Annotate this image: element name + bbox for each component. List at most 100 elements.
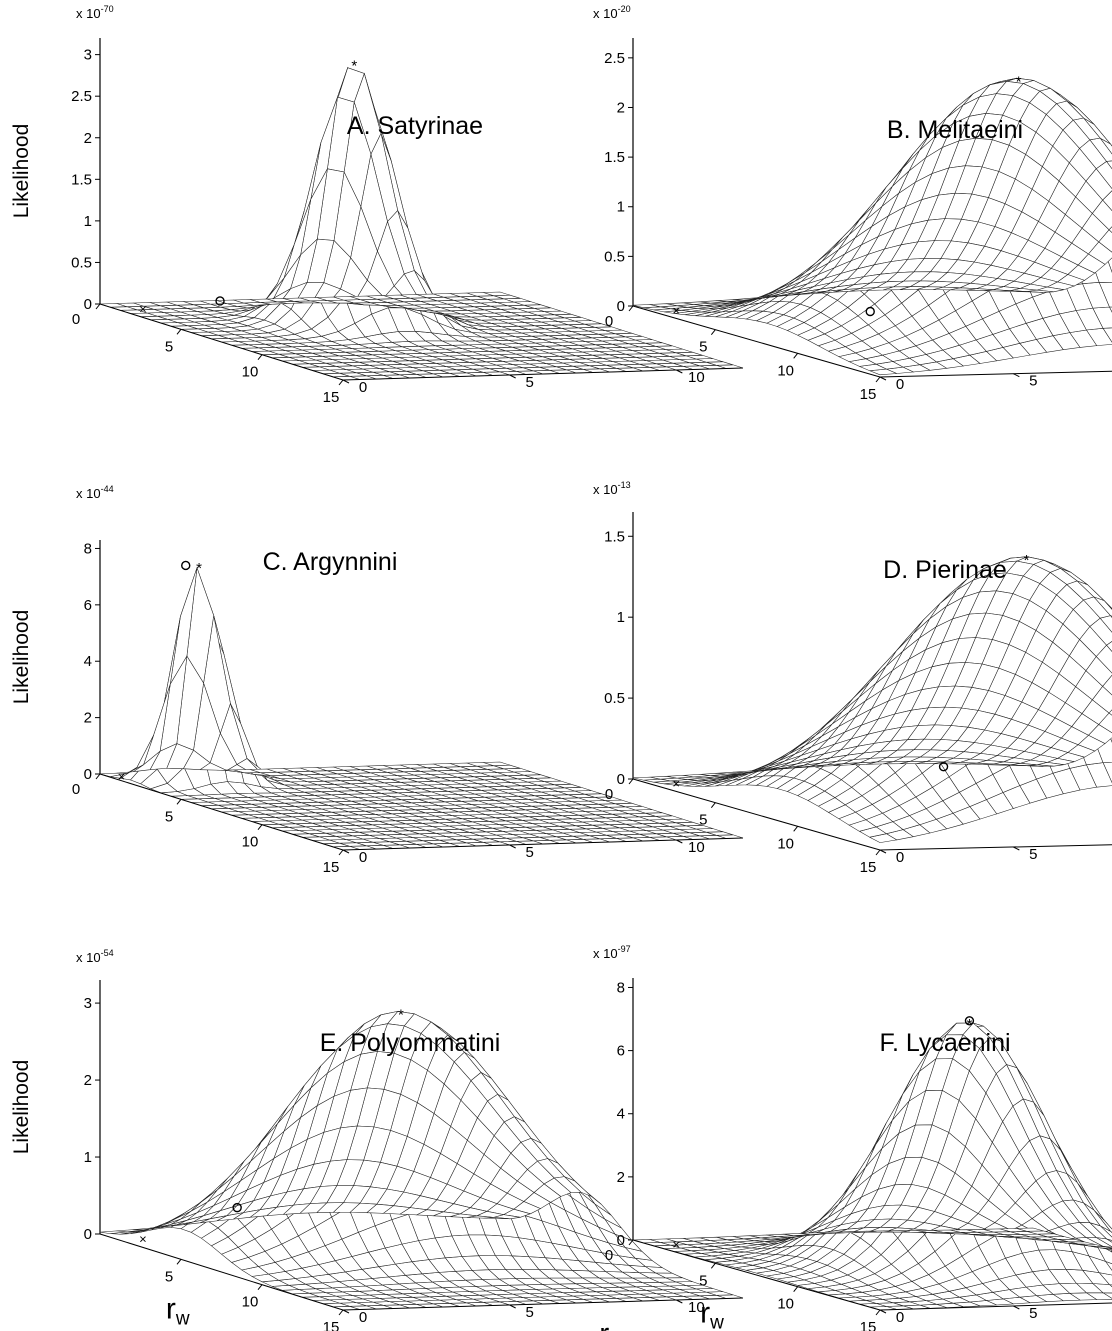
rc-tick-mark xyxy=(676,839,683,844)
z-tick-label: 0 xyxy=(84,1226,92,1243)
rw-tick-label: 5 xyxy=(699,812,707,829)
panel-2: 00.511.522.5051015051015*×x 10-20B. Meli… xyxy=(593,4,1112,403)
rc-tick-label: 5 xyxy=(525,844,533,861)
z-tick-label: 1 xyxy=(84,1149,92,1166)
rw-tick-label: 10 xyxy=(242,1294,259,1311)
rw-tick-mark xyxy=(875,849,881,856)
z-tick-label: 8 xyxy=(617,979,625,996)
z-tick-label: 4 xyxy=(84,653,92,670)
diagonal-circle-marker xyxy=(865,306,875,317)
rc-tick-mark xyxy=(509,374,516,379)
rw-tick-mark xyxy=(628,305,634,312)
diagonal-circle-marker xyxy=(938,761,949,772)
panel-title: F. Lycaenini xyxy=(879,1029,1010,1057)
rw-tick-label: 10 xyxy=(242,364,259,381)
origin-x-marker: × xyxy=(139,301,147,316)
z-multiplier: x 10-13 xyxy=(593,480,631,497)
rc-tick-mark xyxy=(879,1309,887,1314)
rw-axis-label: rw xyxy=(166,1292,190,1329)
rw-tick-mark xyxy=(176,329,182,335)
rc-tick-mark xyxy=(342,1309,350,1314)
max-star-marker: * xyxy=(351,57,357,74)
mesh-cell xyxy=(632,304,661,308)
z-tick-label: 6 xyxy=(617,1043,625,1060)
z-multiplier: x 10-70 xyxy=(76,4,114,21)
origin-x-marker: × xyxy=(672,303,680,318)
z-tick-label: 2.5 xyxy=(604,50,625,67)
max-star-marker: * xyxy=(398,1006,404,1023)
rw-tick-label: 15 xyxy=(323,859,340,876)
z-multiplier: x 10-54 xyxy=(76,948,114,965)
panel-title: C. Argynnini xyxy=(263,548,398,576)
z-tick-label: 0.5 xyxy=(71,254,92,271)
rw-tick-label: 10 xyxy=(777,835,794,852)
rw-tick-mark xyxy=(338,849,344,856)
rw-tick-mark xyxy=(793,1286,799,1292)
rw-tick-label: 5 xyxy=(165,338,173,355)
rw-tick-mark xyxy=(875,1309,881,1316)
rw-tick-label: 0 xyxy=(72,311,80,328)
z-tick-label: 4 xyxy=(617,1106,625,1123)
z-tick-label: 8 xyxy=(84,540,92,557)
mesh-cell xyxy=(1108,226,1112,233)
rc-tick-mark xyxy=(1013,1305,1020,1310)
rw-tick-mark xyxy=(710,1263,716,1269)
z-multiplier: x 10-20 xyxy=(593,4,631,21)
surface-mesh xyxy=(99,566,744,851)
rw-tick-label: 15 xyxy=(323,389,340,406)
rw-tick-mark xyxy=(710,802,716,808)
panel-4: 00.511.5051015051015*×x 10-13D. Pierinae xyxy=(593,480,1112,876)
rw-tick-label: 5 xyxy=(165,1268,173,1285)
panel-title: B. Melitaeini xyxy=(887,116,1023,144)
rc-tick-label: 0 xyxy=(359,379,367,396)
rw-tick-mark xyxy=(95,773,101,780)
rw-tick-label: 15 xyxy=(860,386,877,403)
z-multiplier: x 10-44 xyxy=(76,484,114,501)
rw-tick-mark xyxy=(338,1309,344,1316)
rc-tick-mark xyxy=(509,844,516,849)
mesh-cell xyxy=(1108,709,1112,716)
rc-tick-label: 5 xyxy=(1029,846,1037,863)
y-axis-label: Likelihood xyxy=(10,610,33,705)
rc-tick-mark xyxy=(879,849,887,854)
surface-mesh xyxy=(99,66,744,381)
rw-axis-line xyxy=(99,773,344,851)
z-tick-label: 0 xyxy=(84,296,92,313)
origin-x-marker: × xyxy=(672,1237,680,1252)
surface-mesh xyxy=(632,77,1112,376)
panel-title: A. Satyrinae xyxy=(347,112,483,140)
rc-axis-line xyxy=(879,370,1112,378)
rc-tick-mark xyxy=(879,376,887,381)
y-axis-label: Likelihood xyxy=(10,124,33,219)
rw-tick-label: 15 xyxy=(860,1319,877,1331)
rw-tick-mark xyxy=(338,379,344,386)
rw-axis-line xyxy=(632,305,881,378)
rc-tick-mark xyxy=(676,369,683,374)
z-tick-label: 0 xyxy=(617,1232,625,1249)
rc-tick-label: 5 xyxy=(1029,373,1037,390)
z-tick-label: 0 xyxy=(617,298,625,315)
rc-tick-label: 5 xyxy=(1029,1305,1037,1322)
z-tick-label: 3 xyxy=(84,995,92,1012)
rw-tick-mark xyxy=(257,354,263,360)
z-tick-label: 0.5 xyxy=(604,248,625,265)
z-tick-label: 2.5 xyxy=(71,88,92,105)
rc-tick-mark xyxy=(342,849,350,854)
origin-x-marker: × xyxy=(672,776,680,791)
rw-axis-line xyxy=(99,303,344,381)
z-tick-label: 0 xyxy=(84,766,92,783)
rw-tick-label: 0 xyxy=(605,1247,613,1264)
rc-tick-mark xyxy=(509,1304,516,1309)
z-multiplier: x 10-97 xyxy=(593,944,631,961)
diagonal-circle-marker xyxy=(181,560,191,571)
z-tick-label: 2 xyxy=(84,1072,92,1089)
rc-axis-line xyxy=(879,844,1112,851)
rw-tick-mark xyxy=(628,778,634,785)
origin-x-marker: × xyxy=(118,769,126,784)
rc-tick-mark xyxy=(1013,373,1020,378)
y-axis-label: Likelihood xyxy=(10,1060,33,1155)
rw-tick-mark xyxy=(793,353,799,359)
rw-tick-label: 15 xyxy=(323,1319,340,1331)
